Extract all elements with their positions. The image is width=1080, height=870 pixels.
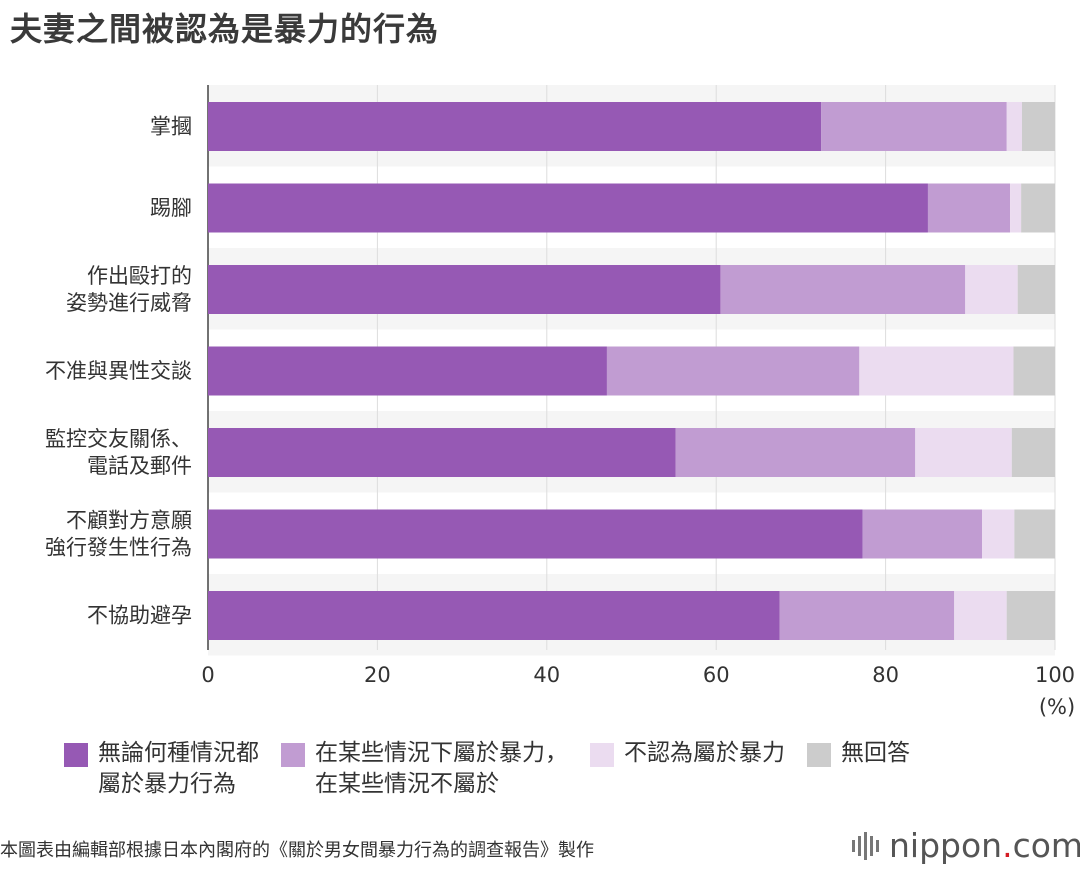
bar-segment-s4: [1021, 183, 1055, 233]
bar-segment-s3: [915, 428, 1012, 477]
category-label: 掌摑: [150, 115, 192, 139]
category-label: 監控交友關係、電話及郵件: [45, 427, 192, 478]
legend-label: 無回答: [841, 740, 910, 766]
bar-segment-s3: [982, 509, 1015, 559]
tick-label: 80: [872, 663, 899, 687]
bar-segment-s2: [779, 591, 955, 640]
legend-item: 在某些情況下屬於暴力， 在某些情況不屬於: [281, 738, 568, 800]
bar-segment-s1: [208, 265, 721, 314]
category-label: 踢腳: [150, 196, 192, 220]
legend-item: 無回答: [807, 738, 910, 800]
legend-swatch: [807, 743, 831, 767]
bar-segment-s1: [208, 509, 863, 559]
category-label: 作出毆打的姿勢進行威脅: [66, 264, 192, 315]
bar-segment-s3: [859, 346, 1014, 396]
logo-tld: com: [1012, 826, 1080, 865]
bar-segment-s1: [208, 183, 928, 233]
legend-swatch: [64, 743, 88, 767]
legend-label: 無論何種情況都 屬於暴力行為: [98, 740, 259, 798]
legend-label: 不認為屬於暴力: [624, 740, 785, 766]
legend: 無論何種情況都 屬於暴力行為 在某些情況下屬於暴力， 在某些情況不屬於 不認為屬於暴…: [64, 738, 910, 800]
bar-segment-s3: [1010, 183, 1022, 233]
logo-mark-icon: [852, 831, 879, 860]
legend-label: 在某些情況下屬於暴力， 在某些情況不屬於: [315, 740, 568, 798]
bar-segment-s1: [208, 428, 676, 477]
bars: [208, 102, 1055, 640]
tick-labels: 0 20 40 60 80 100: [201, 663, 1075, 687]
legend-swatch: [590, 743, 614, 767]
bar-segment-s2: [606, 346, 860, 396]
bar-segment-s2: [821, 102, 1007, 151]
bar-segment-s4: [1006, 591, 1055, 640]
chart: 掌摑踢腳作出毆打的姿勢進行威脅不准與異性交談監控交友關係、電話及郵件不顧對方意願…: [45, 85, 1075, 719]
legend-item: 無論何種情況都 屬於暴力行為: [64, 738, 259, 800]
tick-label: 20: [364, 663, 391, 687]
chart-title: 夫妻之間被認為是暴力的行為: [10, 10, 440, 48]
category-labels: 掌摑踢腳作出毆打的姿勢進行威脅不准與異性交談監控交友關係、電話及郵件不顧對方意願…: [45, 115, 192, 628]
bar-segment-s1: [208, 102, 822, 151]
bar-segment-s3: [1006, 102, 1022, 151]
bar-segment-s2: [927, 183, 1011, 233]
bar-segment-s2: [720, 265, 966, 314]
bar-segment-s1: [208, 591, 780, 640]
bar-segment-s4: [1014, 509, 1055, 559]
category-label: 不顧對方意願強行發生性行為: [45, 509, 192, 560]
category-label: 不協助避孕: [87, 604, 192, 628]
bar-segment-s3: [954, 591, 1007, 640]
logo-name: nippon: [889, 826, 1003, 865]
source-note: 本圖表由編輯部根據日本內閣府的《關於男女間暴力行為的調查報告》製作: [0, 840, 594, 861]
tick-label: 60: [703, 663, 730, 687]
logo-dot: .: [1002, 826, 1013, 865]
legend-item: 不認為屬於暴力: [590, 738, 785, 800]
nippon-logo: nippon. com: [852, 826, 1080, 865]
bar-segment-s1: [208, 346, 607, 396]
bar-segment-s4: [1011, 428, 1055, 477]
tick-label: 0: [201, 663, 214, 687]
tick-label: 40: [533, 663, 560, 687]
tick-label: 100: [1035, 663, 1075, 687]
bar-segment-s3: [965, 265, 1018, 314]
bar-segment-s4: [1013, 346, 1055, 396]
bar-segment-s2: [675, 428, 916, 477]
bar-segment-s4: [1021, 102, 1055, 151]
unit-label: (%): [1039, 695, 1075, 719]
legend-swatch: [281, 743, 305, 767]
category-label: 不准與異性交談: [45, 359, 192, 383]
bar-segment-s2: [862, 509, 983, 559]
bar-segment-s4: [1017, 265, 1055, 314]
